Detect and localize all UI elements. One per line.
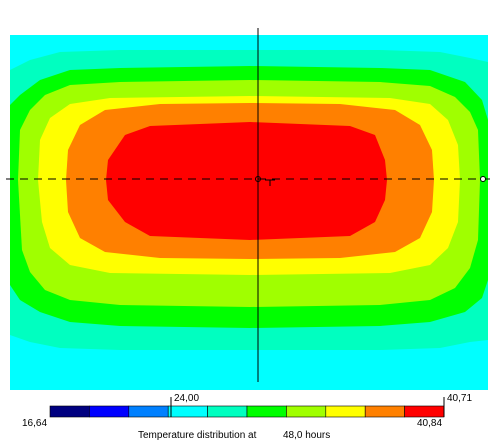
scale-band-7	[286, 405, 327, 418]
edge-marker	[480, 176, 486, 182]
scale-band-10	[404, 405, 445, 418]
scale-band-4	[167, 405, 208, 418]
chart-title: Temperature distribution at	[138, 430, 257, 441]
scale-band-1	[49, 405, 90, 418]
time-value: 48,0 hours	[283, 430, 331, 441]
contour-field	[10, 35, 488, 390]
scale-band-6	[246, 405, 287, 418]
scale-band-9	[364, 405, 405, 418]
contour-band-red	[106, 122, 387, 240]
scale-marker-mid-label: 24,00	[174, 393, 200, 404]
scale-band-8	[325, 405, 366, 418]
scale-min-label: 16,64	[22, 418, 48, 429]
scale-marker-max-label: 40,71	[447, 393, 473, 404]
scale-band-5	[207, 405, 248, 418]
center-marker	[255, 176, 261, 182]
scale-max-label: 40,84	[417, 418, 443, 429]
scale-band-3	[128, 405, 169, 418]
color-scale	[49, 405, 445, 418]
scale-band-2	[89, 405, 130, 418]
